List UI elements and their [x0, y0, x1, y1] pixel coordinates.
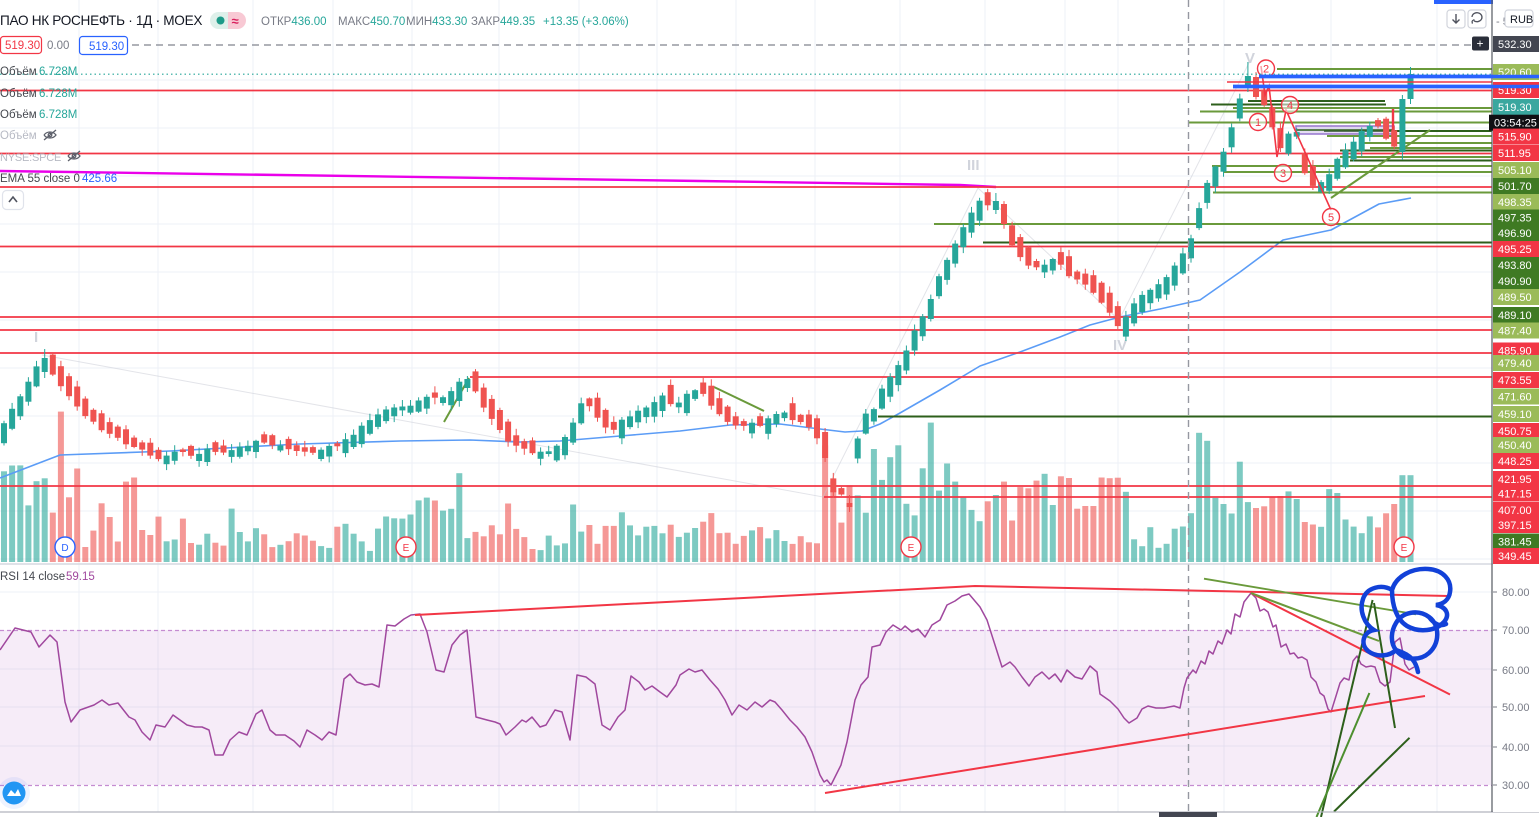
svg-text:407.00: 407.00	[1498, 505, 1532, 517]
svg-text:495.25: 495.25	[1498, 244, 1532, 256]
svg-text:0.00: 0.00	[47, 40, 69, 52]
svg-text:397.15: 397.15	[1498, 520, 1532, 532]
svg-text:498.35: 498.35	[1498, 197, 1532, 209]
svg-text:Объём: Объём	[0, 88, 37, 100]
svg-text:511.95: 511.95	[1498, 148, 1531, 160]
svg-text:485.90: 485.90	[1498, 346, 1532, 358]
svg-text:479.40: 479.40	[1498, 358, 1532, 370]
svg-text:450.75: 450.75	[1498, 426, 1532, 438]
svg-text:519.30: 519.30	[89, 41, 124, 53]
svg-text:417.15: 417.15	[1498, 489, 1532, 501]
svg-text:V: V	[1245, 50, 1255, 67]
svg-text:6.728M: 6.728M	[39, 88, 77, 100]
svg-text:ПАО НК РОСНЕФТЬ · 1Д · MOEX: ПАО НК РОСНЕФТЬ · 1Д · MOEX	[0, 13, 202, 28]
svg-text:60.00: 60.00	[1502, 665, 1530, 677]
svg-text:532.30: 532.30	[1498, 39, 1532, 51]
svg-text:80.00: 80.00	[1502, 587, 1530, 599]
svg-text:450.40: 450.40	[1498, 440, 1532, 452]
svg-text:519.30: 519.30	[5, 40, 40, 52]
svg-text:3: 3	[1280, 168, 1286, 180]
svg-text:EMA 55 close 0: EMA 55 close 0	[0, 173, 80, 185]
svg-text:6.728M: 6.728M	[39, 66, 77, 78]
svg-text:5: 5	[1328, 212, 1334, 224]
svg-text:Объём: Объём	[0, 109, 37, 121]
svg-text:+: +	[1477, 37, 1484, 51]
svg-text:1: 1	[1255, 117, 1261, 129]
svg-text:489.10: 489.10	[1498, 310, 1532, 322]
svg-text:Объём: Объём	[0, 130, 37, 142]
svg-text:490.90: 490.90	[1498, 276, 1532, 288]
svg-text:40.00: 40.00	[1502, 742, 1530, 754]
svg-text:IV: IV	[1113, 337, 1127, 354]
svg-text:459.10: 459.10	[1498, 409, 1532, 421]
svg-text:4: 4	[1287, 100, 1293, 112]
svg-text:487.40: 487.40	[1498, 326, 1532, 338]
svg-text:6.728M: 6.728M	[39, 109, 77, 121]
svg-text:III: III	[967, 157, 980, 174]
svg-text:349.45: 349.45	[1498, 551, 1532, 563]
svg-text:50.00: 50.00	[1502, 702, 1530, 714]
svg-text:448.25: 448.25	[1498, 456, 1532, 468]
svg-text:E: E	[1401, 543, 1408, 554]
svg-text:Объём: Объём	[0, 66, 37, 78]
svg-text:505.10: 505.10	[1498, 165, 1532, 177]
svg-text:E: E	[908, 543, 915, 554]
svg-text:RUB: RUB	[1510, 14, 1533, 26]
svg-text:03:54:25: 03:54:25	[1494, 118, 1537, 130]
svg-text:493.80: 493.80	[1498, 260, 1532, 272]
svg-text:D: D	[61, 543, 68, 554]
svg-text:381.45: 381.45	[1498, 537, 1532, 549]
svg-text:496.90: 496.90	[1498, 228, 1532, 240]
svg-text:70.00: 70.00	[1502, 625, 1530, 637]
svg-text:I: I	[34, 329, 38, 346]
svg-text:425.66: 425.66	[82, 173, 117, 185]
svg-text:NYSE:SPCE: NYSE:SPCE	[0, 152, 61, 164]
svg-text:E: E	[403, 543, 410, 554]
svg-text:421.95: 421.95	[1498, 474, 1532, 486]
svg-text:501.70: 501.70	[1498, 181, 1532, 193]
svg-text:RSI 14 close: RSI 14 close	[0, 571, 65, 583]
svg-text:497.35: 497.35	[1498, 213, 1532, 225]
svg-text:2: 2	[1263, 64, 1269, 76]
svg-text:59.15: 59.15	[66, 571, 95, 583]
svg-text:473.55: 473.55	[1498, 375, 1532, 387]
svg-text:515.90: 515.90	[1498, 132, 1532, 144]
svg-text:30.00: 30.00	[1502, 780, 1530, 792]
svg-text:489.50: 489.50	[1498, 292, 1532, 304]
svg-text:519.30: 519.30	[1498, 102, 1532, 114]
svg-text:≈: ≈	[232, 14, 239, 29]
svg-text:471.60: 471.60	[1498, 392, 1532, 404]
